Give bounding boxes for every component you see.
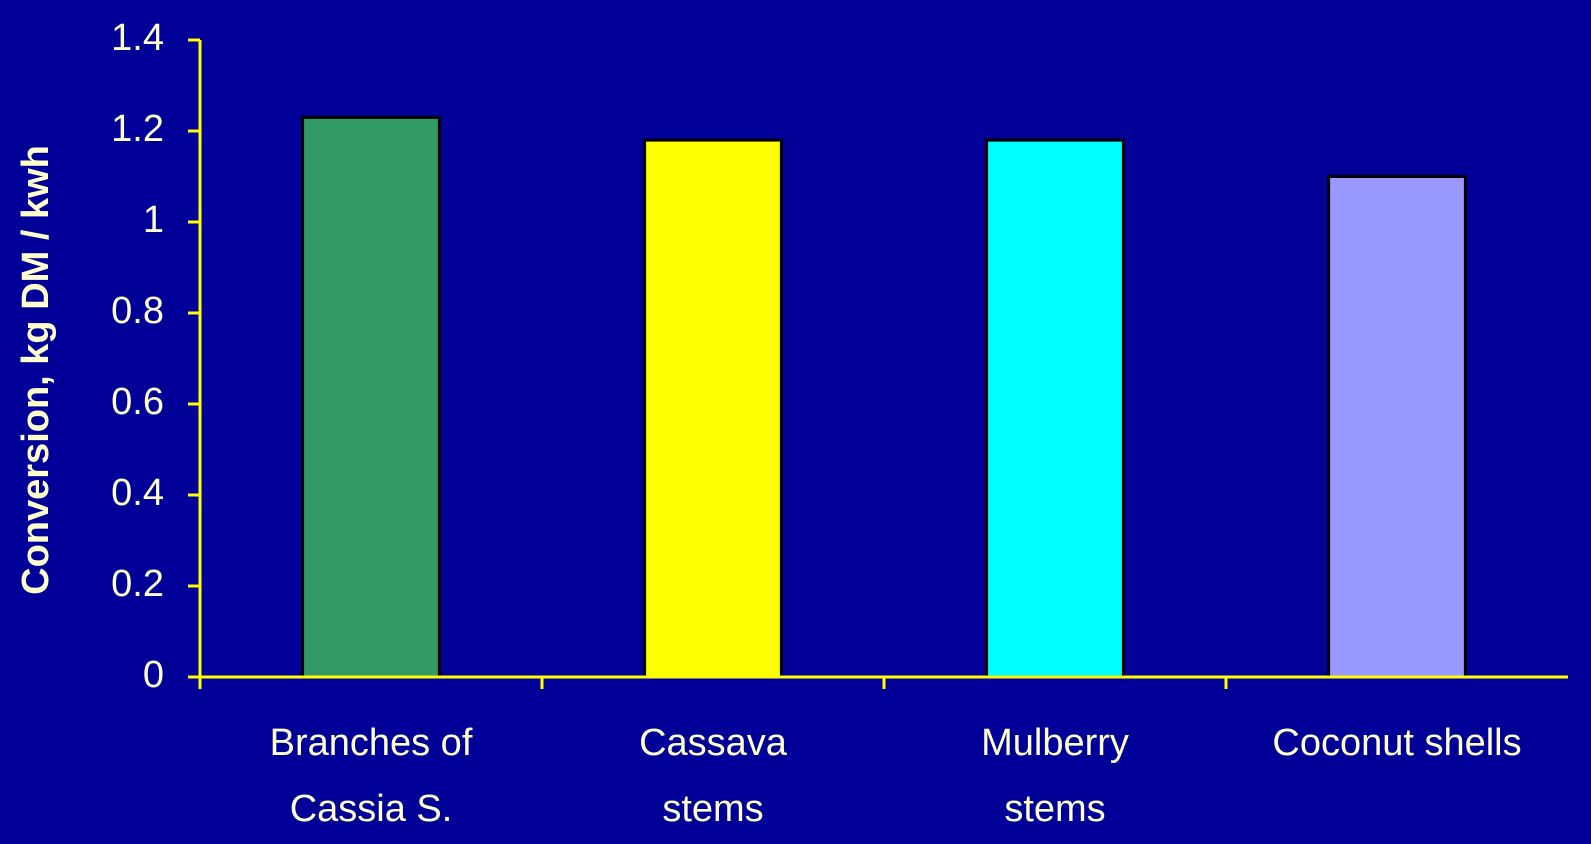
y-axis-label: Conversion, kg DM / kwh [15, 145, 57, 595]
y-tick-label: 0.4 [111, 472, 164, 514]
y-tick-label: 1 [143, 199, 164, 241]
bar [1327, 175, 1467, 679]
y-tick-label: 1.2 [111, 108, 164, 150]
x-tick-label-line: Cassia S. [290, 788, 453, 830]
bar [301, 115, 441, 679]
x-tick-label-line: stems [1004, 788, 1105, 830]
x-tick-label-line: Mulberry [981, 722, 1129, 764]
x-tick-label-line: Branches of [270, 722, 473, 764]
y-tick-label: 0.2 [111, 563, 164, 605]
y-tick-label: 1.4 [111, 17, 164, 59]
y-tick-label: 0.6 [111, 381, 164, 423]
x-tick-label-line: Cassava [639, 722, 788, 764]
bar [643, 138, 783, 679]
y-tick-label: 0 [143, 654, 164, 696]
bar [985, 138, 1125, 679]
y-tick-label: 0.8 [111, 290, 164, 332]
x-tick-label: Branches of Cassia S. [270, 722, 473, 830]
x-tick-label: Cassava stems [639, 722, 788, 830]
x-tick-label-line: stems [662, 788, 763, 830]
x-tick-label-line: Coconut shells [1272, 722, 1521, 764]
x-tick-label: Mulberry stems [981, 722, 1129, 830]
x-tick-label: Coconut shells [1272, 722, 1521, 764]
